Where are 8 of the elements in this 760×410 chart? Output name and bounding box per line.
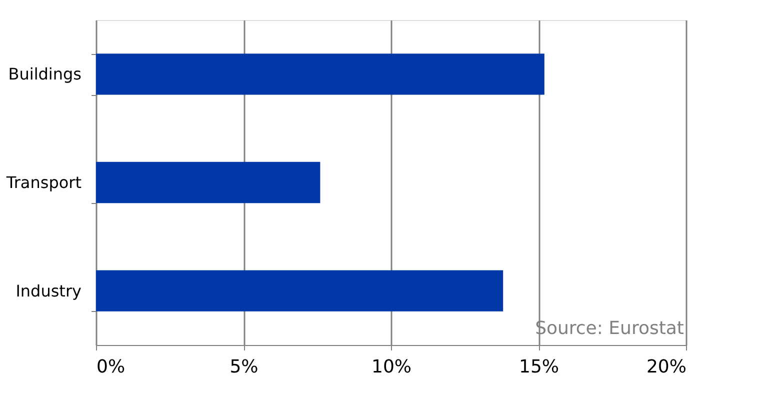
y-tick-label: Buildings <box>8 64 82 84</box>
x-tick-label: 10% <box>371 356 412 378</box>
x-tick-label: 20% <box>646 356 686 378</box>
y-tick-label: Industry <box>16 281 82 300</box>
x-tick-label: 5% <box>230 356 258 378</box>
x-tick-label: 0% <box>96 356 126 378</box>
y-tick-label: Transport <box>5 173 82 192</box>
x-tick-label: 15% <box>518 356 560 378</box>
